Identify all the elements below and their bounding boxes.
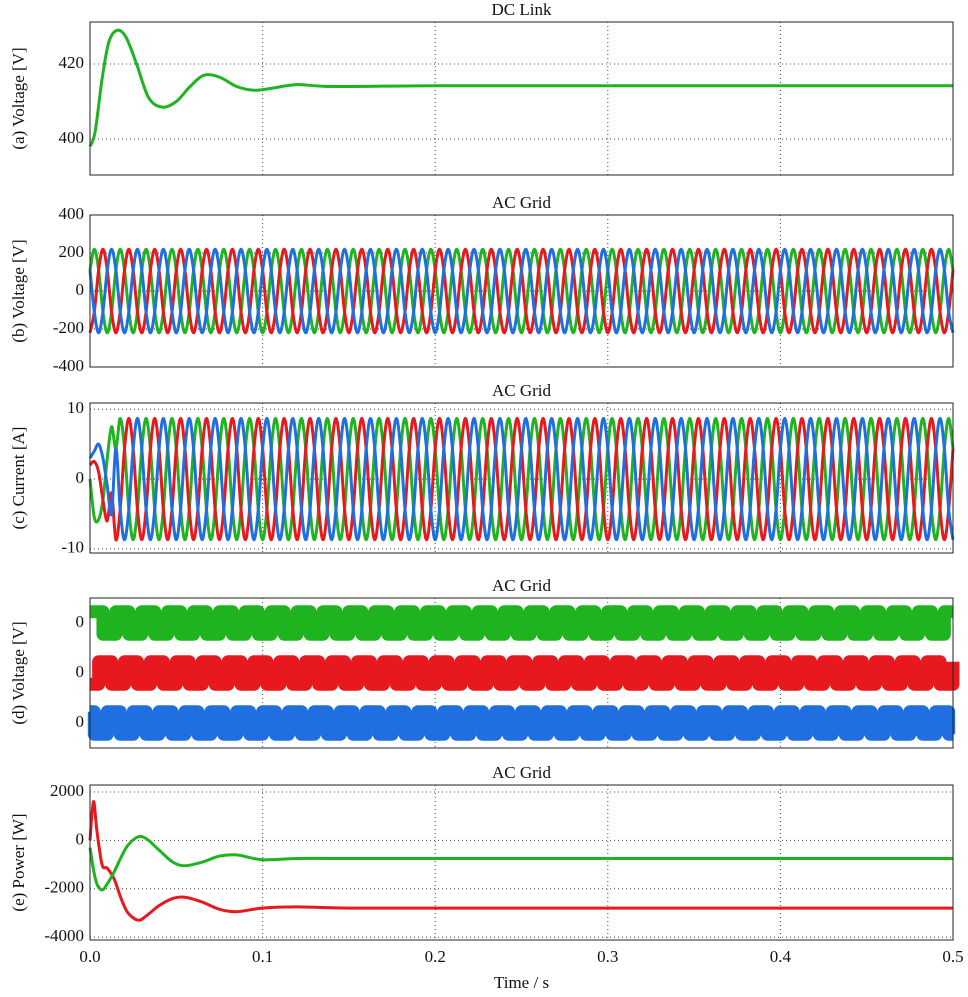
y-tick-label: 0	[76, 662, 85, 681]
plot-frame	[89, 214, 954, 368]
panel-title: DC Link	[492, 0, 552, 19]
y-tick-label: 0	[76, 612, 85, 631]
y-tick-label: 0	[76, 468, 85, 487]
y-tick-label: 200	[59, 242, 85, 261]
x-tick-label: 0.1	[252, 947, 273, 966]
trace	[88, 28, 953, 148]
plot-frame	[89, 21, 954, 176]
y-tick-label: -10	[61, 538, 84, 557]
y-tick-label: -200	[53, 318, 84, 337]
y-tick-label: 0	[76, 712, 85, 731]
y-tick-label: 2000	[50, 781, 84, 800]
trace	[88, 800, 953, 922]
y-axis-label: (e) Power [W]	[9, 813, 28, 911]
panel-title: AC Grid	[492, 381, 552, 400]
plot-frame	[89, 784, 954, 941]
x-tick-label: 0.0	[79, 947, 100, 966]
y-tick-label: 400	[59, 204, 85, 223]
trace	[87, 705, 956, 741]
panel-title: AC Grid	[492, 763, 552, 782]
y-tick-label: -400	[53, 356, 84, 375]
trace	[87, 605, 956, 641]
y-tick-label: 400	[59, 128, 85, 147]
x-tick-label: 0.4	[770, 947, 792, 966]
y-tick-label: 420	[59, 53, 85, 72]
panel-title: AC Grid	[492, 193, 552, 212]
y-tick-label: 10	[67, 398, 84, 417]
trace	[88, 416, 955, 542]
x-axis-label: Time / s	[494, 973, 549, 992]
y-axis-label: (d) Voltage [V]	[9, 621, 28, 724]
y-tick-label: -2000	[44, 878, 84, 897]
x-tick-label: 0.5	[942, 947, 963, 966]
x-tick-label: 0.2	[425, 947, 446, 966]
trace	[88, 247, 955, 335]
y-axis-label: (a) Voltage [V]	[9, 47, 28, 149]
y-tick-label: 0	[76, 280, 85, 299]
plot-frame	[89, 402, 954, 554]
plot-frame	[89, 597, 954, 749]
x-tick-label: 0.3	[597, 947, 618, 966]
trace	[88, 247, 955, 335]
trace	[88, 834, 953, 892]
trace	[88, 416, 955, 542]
panel-title: AC Grid	[492, 576, 552, 595]
y-axis-label: (b) Voltage [V]	[9, 239, 28, 342]
y-axis-label: (c) Current [A]	[9, 427, 28, 530]
y-tick-label: 0	[76, 829, 85, 848]
y-tick-label: -4000	[44, 926, 84, 945]
trace	[87, 655, 960, 691]
